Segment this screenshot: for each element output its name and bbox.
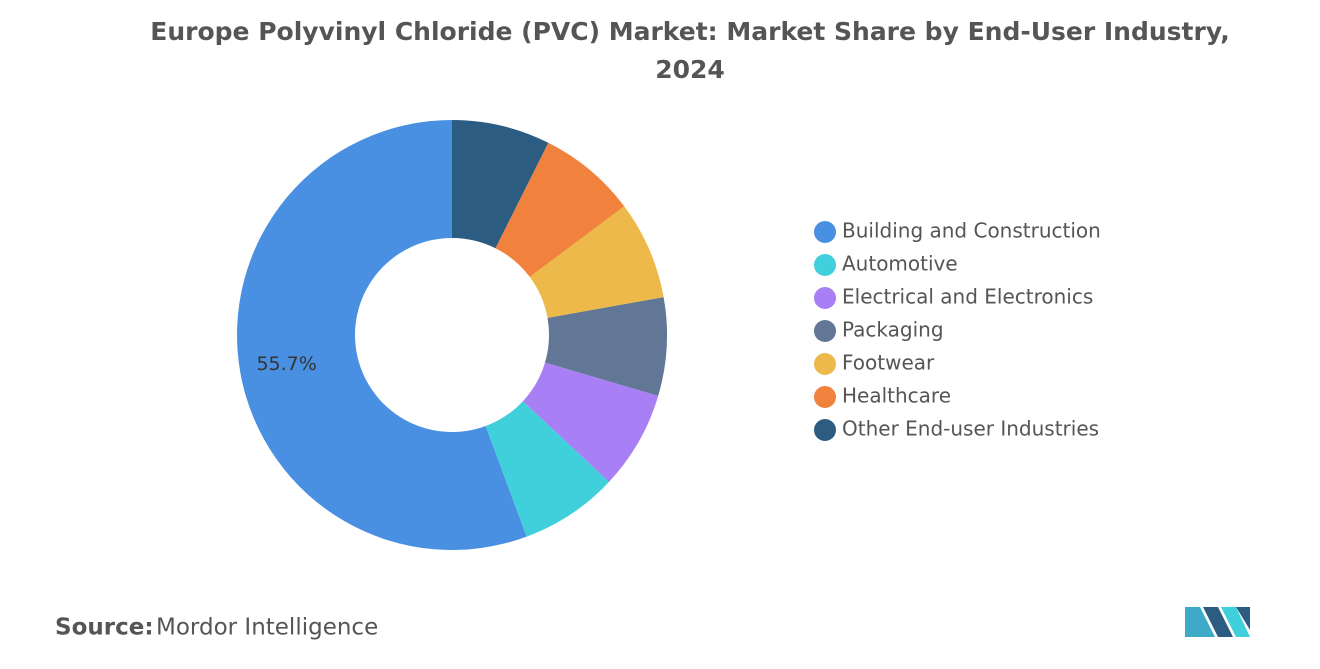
donut-slice: [236, 120, 527, 550]
legend-label: Other End-user Industries: [842, 417, 1099, 441]
source-label: Source:: [55, 615, 154, 641]
legend-label: Healthcare: [842, 384, 951, 408]
legend-swatch: [814, 353, 836, 375]
logo: [1185, 607, 1250, 637]
donut-slice: [545, 297, 667, 396]
legend-swatch: [814, 419, 836, 441]
legend-label: Electrical and Electronics: [842, 285, 1093, 309]
legend-swatch: [814, 386, 836, 408]
legend-label: Building and Construction: [842, 219, 1101, 243]
legend-label: Automotive: [842, 252, 958, 276]
donut-slice: [485, 401, 610, 537]
chart-title: Europe Polyvinyl Chloride (PVC) Market: …: [150, 17, 1229, 84]
legend-label: Footwear: [842, 351, 935, 375]
donut-slice: [529, 206, 664, 318]
legend-swatch: [814, 287, 836, 309]
legend-swatch: [814, 221, 836, 243]
legend-swatch: [814, 320, 836, 342]
source-text: Mordor Intelligence: [156, 615, 378, 641]
legend-label: Packaging: [842, 318, 944, 342]
legend-swatch: [814, 254, 836, 276]
donut-slice: [452, 120, 549, 249]
donut-slice: [495, 142, 625, 277]
donut-slice: [522, 362, 659, 482]
data-label: 55.7%: [256, 353, 316, 375]
